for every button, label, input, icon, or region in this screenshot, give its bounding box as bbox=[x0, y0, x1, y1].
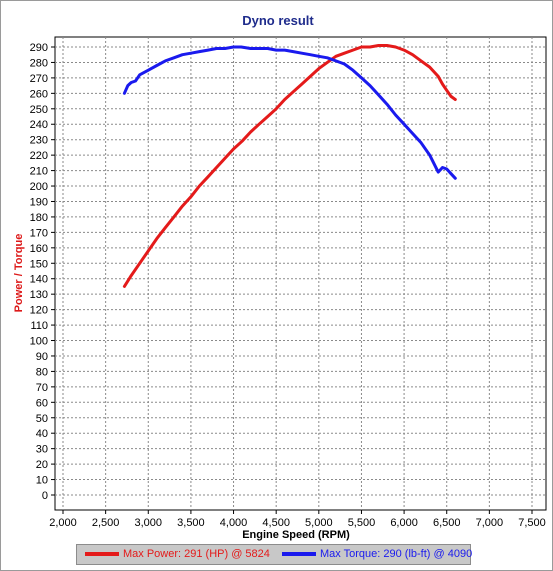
power-series-line bbox=[122, 44, 457, 288]
legend-item-torque: Max Torque: 290 (lb-ft) @ 4090 bbox=[282, 547, 472, 561]
x-tick-label: 5,000 bbox=[305, 517, 333, 529]
grid-lines bbox=[55, 37, 546, 510]
y-tick-label: 70 bbox=[36, 382, 48, 394]
y-tick-label: 140 bbox=[30, 274, 48, 286]
y-tick-label: 220 bbox=[30, 150, 48, 162]
legend-label-torque: Max Torque: 290 (lb-ft) @ 4090 bbox=[320, 548, 473, 560]
x-tick-label: 4,000 bbox=[220, 517, 248, 529]
y-tick-label: 190 bbox=[30, 196, 48, 208]
series-lines bbox=[122, 44, 457, 288]
x-tick-label: 4,500 bbox=[262, 517, 290, 529]
torque-series-line bbox=[122, 45, 457, 180]
legend-swatch-torque bbox=[282, 552, 316, 556]
y-axis-ticks: 0 10 20 30 40 50 60 70 80 90 100 110 120 130 140 150 160… bbox=[30, 42, 55, 502]
x-tick-label: 5,500 bbox=[348, 517, 376, 529]
y-tick-label: 260 bbox=[30, 88, 48, 100]
y-tick-label: 80 bbox=[36, 366, 48, 378]
x-axis-ticks: 2,000 2,500 3,000 3,500 4,000 4,500 5,000 5,500… bbox=[49, 510, 546, 529]
x-tick-label: 6,000 bbox=[390, 517, 418, 529]
y-tick-label: 160 bbox=[30, 243, 48, 255]
x-tick-label: 6,500 bbox=[433, 517, 461, 529]
y-tick-label: 40 bbox=[36, 428, 48, 440]
legend-label-power: Max Power: 291 (HP) @ 5824 bbox=[123, 548, 270, 560]
x-axis-label: Engine Speed (RPM) bbox=[242, 529, 350, 541]
y-tick-label: 290 bbox=[30, 42, 48, 54]
legend: Max Power: 291 (HP) @ 5824 Max Torque: 2… bbox=[76, 544, 472, 565]
y-tick-label: 210 bbox=[30, 166, 48, 178]
y-tick-label: 110 bbox=[30, 320, 48, 332]
y-tick-label: 0 bbox=[42, 490, 48, 502]
y-tick-label: 100 bbox=[30, 336, 48, 348]
y-tick-label: 10 bbox=[36, 475, 48, 487]
y-tick-label: 170 bbox=[30, 227, 48, 239]
x-tick-label: 7,500 bbox=[518, 517, 546, 529]
y-axis-label: Power / Torque bbox=[13, 234, 25, 313]
y-tick-label: 280 bbox=[30, 57, 48, 69]
x-tick-label: 3,000 bbox=[135, 517, 163, 529]
chart-title: Dyno result bbox=[242, 13, 314, 28]
y-tick-label: 250 bbox=[30, 104, 48, 116]
legend-item-power: Max Power: 291 (HP) @ 5824 bbox=[85, 547, 270, 561]
y-tick-label: 200 bbox=[30, 181, 48, 193]
x-tick-label: 7,000 bbox=[476, 517, 504, 529]
y-tick-label: 50 bbox=[36, 413, 48, 425]
y-tick-label: 60 bbox=[36, 397, 48, 409]
x-tick-label: 3,500 bbox=[177, 517, 205, 529]
y-tick-label: 270 bbox=[30, 73, 48, 85]
legend-swatch-power bbox=[85, 552, 119, 556]
y-tick-label: 130 bbox=[30, 289, 48, 301]
y-tick-label: 90 bbox=[36, 351, 48, 363]
y-tick-label: 230 bbox=[30, 135, 48, 147]
x-tick-label: 2,000 bbox=[49, 517, 77, 529]
y-tick-label: 240 bbox=[30, 119, 48, 131]
y-tick-label: 120 bbox=[30, 305, 48, 317]
y-tick-label: 150 bbox=[30, 258, 48, 270]
y-tick-label: 20 bbox=[36, 459, 48, 471]
y-tick-label: 180 bbox=[30, 212, 48, 224]
y-tick-label: 30 bbox=[36, 444, 48, 456]
x-tick-label: 2,500 bbox=[92, 517, 120, 529]
plot-area bbox=[54, 36, 547, 511]
